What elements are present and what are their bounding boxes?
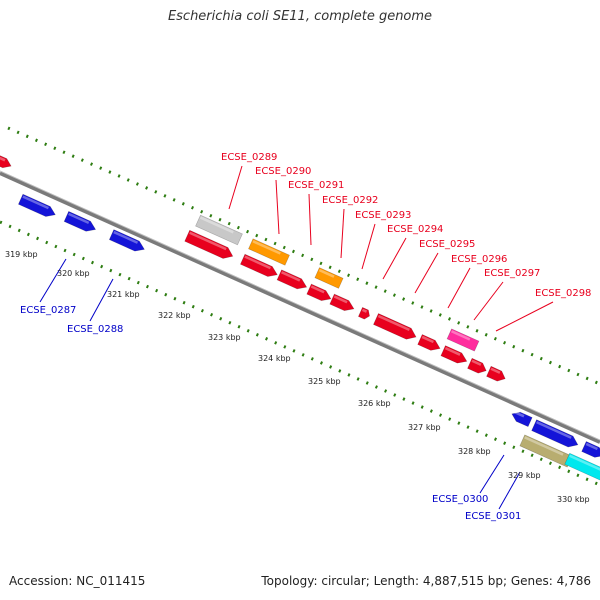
tick-label: 320 kbp (57, 269, 90, 278)
label-leader-line (228, 165, 243, 210)
tick-label: 323 kbp (208, 333, 241, 342)
gene-feature[interactable] (276, 269, 309, 292)
label-leader-line (361, 223, 376, 270)
label-leader-line (447, 267, 471, 309)
gene-feature[interactable] (0, 152, 13, 170)
genome-backbone-highlight (0, 170, 600, 441)
gene-feature[interactable] (248, 238, 290, 266)
tick-label: 319 kbp (5, 250, 38, 259)
label-leader-line (382, 237, 407, 280)
gene-feature[interactable] (329, 293, 356, 314)
gene-label[interactable]: ECSE_0295 (419, 239, 475, 250)
gene-features (0, 152, 600, 486)
tick-label: 324 kbp (258, 354, 291, 363)
gene-feature[interactable] (417, 334, 443, 353)
tick-label: 325 kbp (308, 377, 341, 386)
gene-feature[interactable] (510, 409, 533, 428)
gene-feature[interactable] (306, 283, 333, 304)
label-leader-line (308, 193, 312, 246)
gene-label[interactable]: ECSE_0287 (20, 305, 76, 316)
gene-feature[interactable] (108, 229, 146, 255)
accession-text: Accession: NC_011415 (9, 574, 146, 588)
label-leaders (39, 165, 554, 510)
tick-label: 328 kbp (458, 447, 491, 456)
tick-label: 326 kbp (358, 399, 391, 408)
gene-feature[interactable] (467, 357, 489, 375)
label-leader-line (89, 278, 114, 322)
gene-feature[interactable] (373, 313, 418, 343)
gene-label[interactable]: ECSE_0288 (67, 324, 123, 335)
gene-feature[interactable] (486, 365, 508, 383)
gene-feature[interactable] (63, 211, 98, 234)
tick-label: 321 kbp (107, 290, 140, 299)
gene-labels: ECSE_0289 ECSE_0290 ECSE_0291 ECSE_0292 ECSE… (20, 152, 591, 522)
tick-labels: 319 kbp 320 kbp 321 kbp 322 kbp 323 kbp 324 k… (5, 250, 590, 504)
gene-feature[interactable] (581, 441, 600, 460)
label-leader-line (479, 454, 505, 494)
gene-feature[interactable] (184, 229, 236, 261)
map-title: Escherichia coli SE11, complete genome (167, 9, 433, 24)
gene-feature[interactable] (531, 419, 581, 451)
gene-label[interactable]: ECSE_0298 (535, 288, 591, 299)
gene-label[interactable]: ECSE_0290 (255, 166, 311, 177)
gene-feature[interactable] (314, 267, 344, 289)
label-leader-line (275, 179, 280, 235)
tick-label: 327 kbp (408, 423, 441, 432)
gene-label[interactable]: ECSE_0293 (355, 210, 411, 221)
gene-feature[interactable] (18, 193, 57, 220)
label-leader-line (495, 301, 554, 332)
tick-label: 330 kbp (557, 495, 590, 504)
gene-label[interactable]: ECSE_0300 (432, 494, 488, 505)
genome-backbone (0, 171, 600, 444)
gene-label[interactable]: ECSE_0297 (484, 268, 540, 279)
gene-label[interactable]: ECSE_0301 (465, 511, 521, 522)
gc-track-inner (0, 220, 600, 487)
gene-label[interactable]: ECSE_0289 (221, 152, 277, 163)
gene-feature[interactable] (519, 434, 573, 468)
gene-feature[interactable] (195, 214, 243, 246)
gene-feature[interactable] (446, 328, 480, 352)
label-leader-line (473, 281, 504, 321)
label-leader-line (498, 471, 521, 510)
gene-feature[interactable] (357, 306, 371, 320)
gene-label[interactable]: ECSE_0296 (451, 254, 507, 265)
tick-label: 329 kbp (508, 471, 541, 480)
gene-feature[interactable] (564, 452, 600, 486)
gene-feature[interactable] (240, 253, 279, 280)
label-leader-line (414, 252, 439, 294)
gene-label[interactable]: ECSE_0292 (322, 195, 378, 206)
gene-label[interactable]: ECSE_0294 (387, 224, 443, 235)
label-leader-line (39, 258, 67, 303)
tick-label: 322 kbp (158, 311, 191, 320)
gene-label[interactable]: ECSE_0291 (288, 180, 344, 191)
label-leader-line (340, 208, 345, 259)
genome-stats-text: Topology: circular; Length: 4,887,515 bp… (261, 574, 591, 588)
gene-feature[interactable] (440, 345, 469, 367)
